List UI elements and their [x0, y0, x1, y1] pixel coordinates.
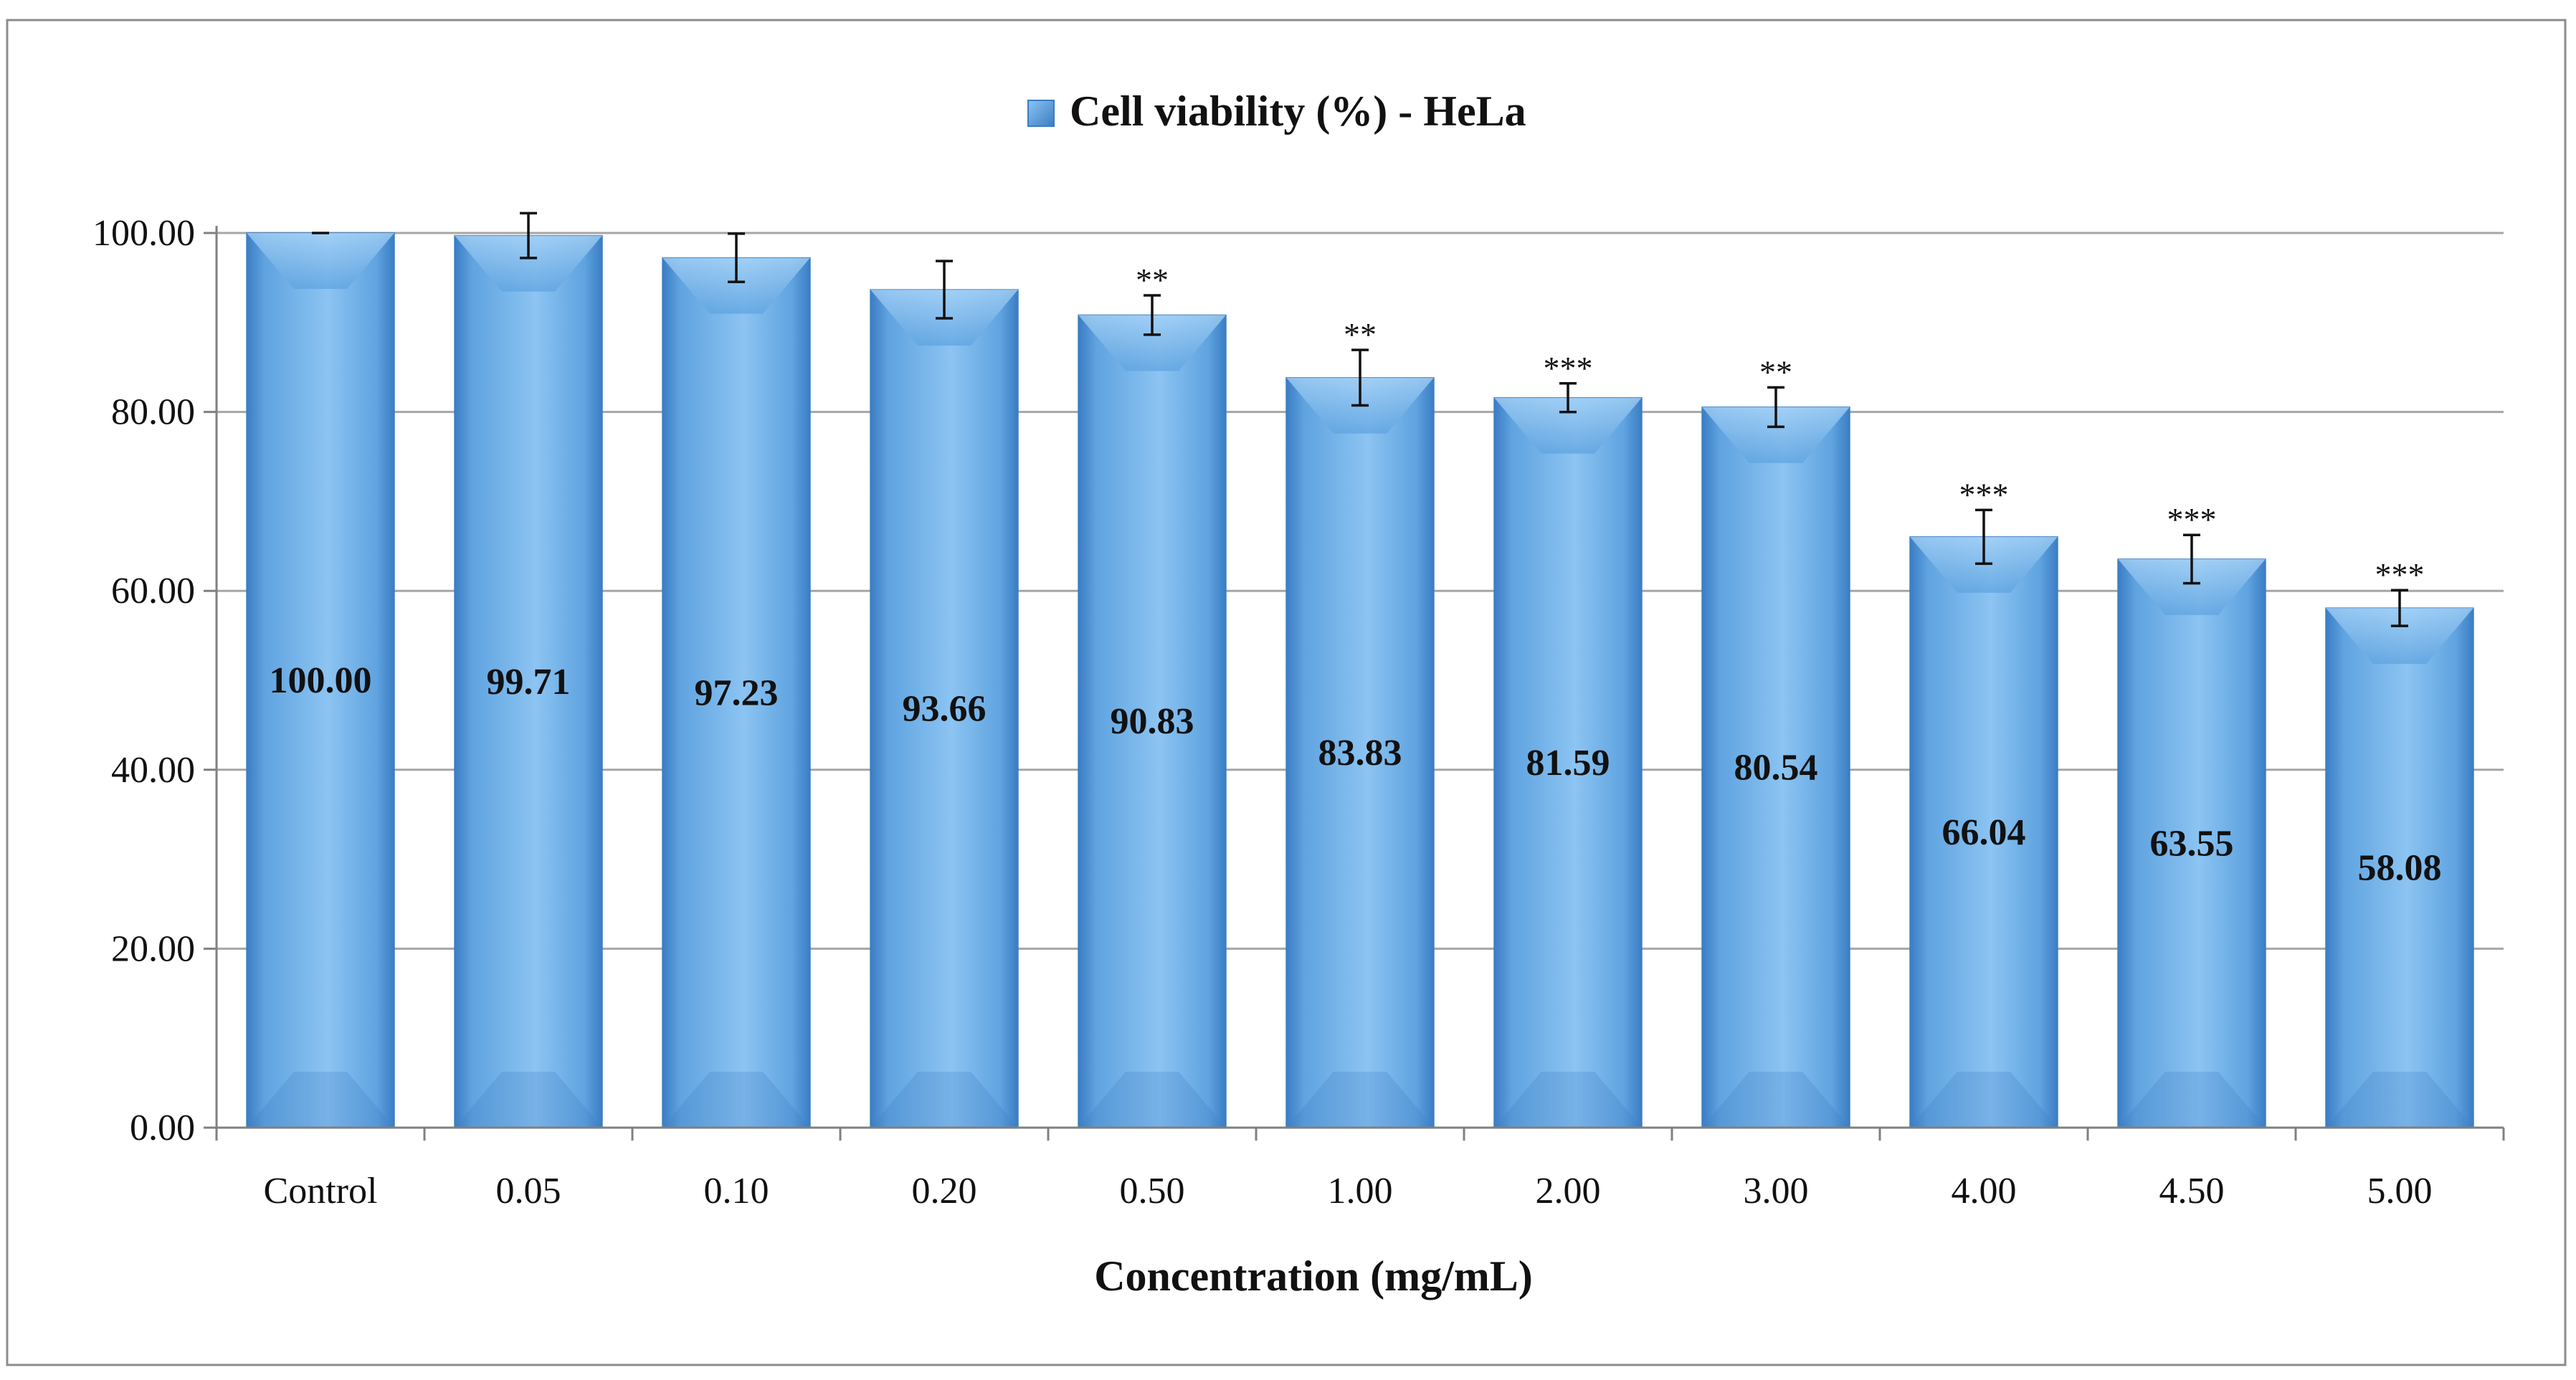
bar: [662, 257, 811, 1128]
y-tick-label: 60.00: [111, 571, 195, 612]
bar-bevel-bottom: [870, 1072, 1018, 1128]
bar-bevel-bottom: [1286, 1072, 1434, 1128]
significance-label: **: [1136, 262, 1169, 298]
bar-bevel-bottom: [2118, 1072, 2266, 1128]
significance-label: ***: [1959, 476, 2009, 513]
significance-label: ***: [2167, 501, 2217, 538]
bar-value-label: 58.08: [2358, 848, 2442, 889]
bar-value-label: 81.59: [1526, 743, 1610, 784]
x-tick-label: 0.20: [912, 1171, 977, 1212]
y-tick-label: 100.00: [92, 213, 195, 254]
y-tick-label: 80.00: [111, 392, 195, 433]
x-tick-label: 0.05: [496, 1171, 561, 1212]
legend-swatch: [1027, 100, 1055, 127]
bar-bevel-bottom: [455, 1072, 602, 1128]
x-tick-label: 5.00: [2367, 1171, 2433, 1212]
y-tick-label: 40.00: [111, 750, 195, 791]
bar-value-label: 83.83: [1318, 733, 1402, 774]
x-tick-label: 0.50: [1120, 1171, 1185, 1212]
bar-bevel-bottom: [662, 1072, 810, 1128]
x-tick-label: 0.10: [704, 1171, 769, 1212]
bar: [2117, 558, 2266, 1128]
significance-label: ***: [1544, 350, 1593, 386]
bar-value-label: 80.54: [1734, 747, 1818, 788]
legend: Cell viability (%) - HeLa: [1027, 87, 1526, 135]
x-tick-label: 2.00: [1536, 1171, 1601, 1212]
bar-bevel-bottom: [247, 1072, 394, 1128]
significance-label: ***: [2375, 556, 2425, 593]
bar: [2325, 607, 2474, 1128]
y-tick-label: 0.00: [130, 1108, 195, 1148]
bar: [1909, 536, 2058, 1128]
bar-value-label: 93.66: [903, 689, 987, 730]
bar-bevel-top: [1078, 315, 1226, 371]
x-tick-label: 3.00: [1744, 1171, 1809, 1212]
axes: [204, 226, 2505, 1141]
bar-value-label: 66.04: [1942, 812, 2026, 853]
bar-bevel-bottom: [1910, 1072, 2058, 1128]
bars: [246, 211, 2474, 1128]
bar-value-label: 63.55: [2150, 823, 2234, 864]
bar-value-label: 90.83: [1111, 701, 1194, 742]
bar-bevel-top: [1702, 406, 1850, 463]
bar: [1701, 406, 1850, 1128]
bar-bevel-top: [662, 257, 810, 314]
bar: [870, 289, 1019, 1128]
bar-bevel-bottom: [1494, 1072, 1642, 1128]
x-axis-title: Concentration (mg/mL): [1094, 1252, 1533, 1300]
labels: 0.00 20.00 40.00 60.00 80.00 100.00 100.00 Cont…: [92, 213, 2442, 1212]
bar: [1493, 397, 1643, 1128]
bar-bevel-bottom: [1702, 1072, 1850, 1128]
bar-value-label: 97.23: [695, 672, 779, 713]
x-tick-label: 4.50: [2159, 1171, 2225, 1212]
y-tick-label: 20.00: [111, 928, 195, 969]
x-tick-label: 1.00: [1328, 1171, 1393, 1212]
bar-bevel-top: [1494, 397, 1642, 454]
bar: [1078, 314, 1227, 1128]
x-tick-label: Control: [264, 1171, 378, 1212]
legend-label: Cell viability (%) - HeLa: [1070, 87, 1526, 135]
bar-bevel-top: [455, 235, 602, 292]
bar: [1285, 377, 1435, 1128]
bar-bevel-bottom: [1078, 1072, 1226, 1128]
x-tick-label: 4.00: [1952, 1171, 2017, 1212]
bar-bevel-top: [2118, 558, 2266, 615]
bar-bevel-top: [2326, 608, 2473, 665]
significance-label: **: [1344, 316, 1377, 353]
bar: [246, 232, 395, 1128]
bar-value-label: 100.00: [270, 660, 372, 701]
significance-label: **: [1759, 353, 1792, 390]
bar-value-label: 99.71: [487, 662, 571, 703]
bar-bevel-top: [247, 233, 394, 289]
bar-bevel-bottom: [2326, 1072, 2473, 1128]
